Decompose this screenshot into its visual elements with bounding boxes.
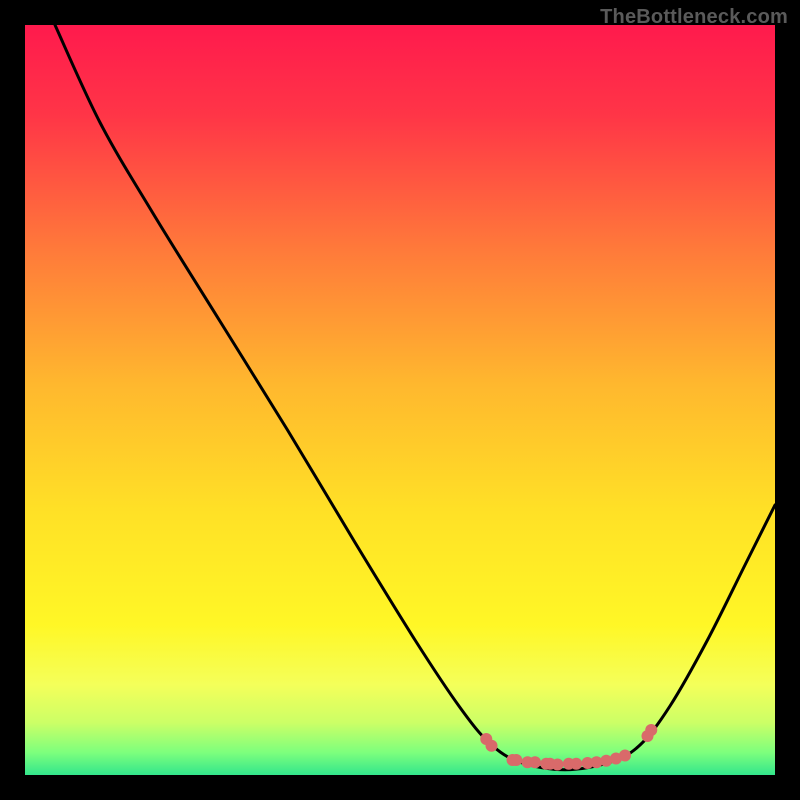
marker-dot bbox=[486, 740, 498, 752]
marker-dot bbox=[529, 756, 541, 768]
chart-svg bbox=[25, 25, 775, 775]
marker-dot bbox=[619, 750, 631, 762]
marker-dot bbox=[645, 724, 657, 736]
marker-dot bbox=[510, 754, 522, 766]
marker-dot bbox=[570, 758, 582, 770]
plot-area bbox=[25, 25, 775, 775]
bottleneck-curve bbox=[55, 25, 775, 770]
optimal-range-markers bbox=[480, 724, 657, 771]
marker-dot bbox=[552, 759, 564, 771]
watermark-text: TheBottleneck.com bbox=[600, 6, 788, 29]
